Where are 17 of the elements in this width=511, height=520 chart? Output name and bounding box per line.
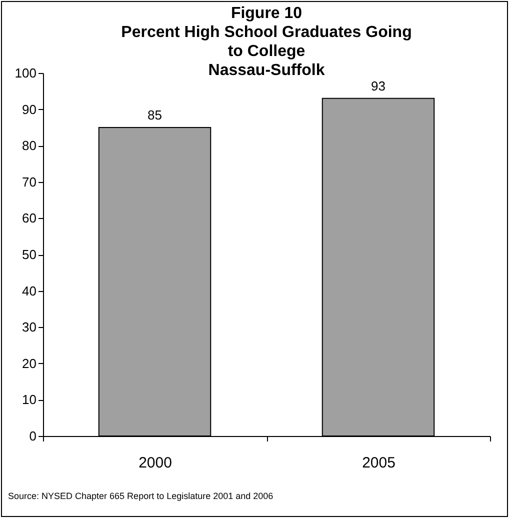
y-tick-label: 10	[22, 392, 36, 408]
x-tick-label: 2005	[362, 454, 396, 472]
y-tick-label: 60	[22, 210, 36, 226]
y-tick-label: 0	[29, 428, 36, 444]
x-tick-label: 2000	[138, 454, 172, 472]
data-label: 85	[148, 107, 162, 122]
y-tick-label: 50	[22, 247, 36, 262]
y-tick-label: 40	[22, 283, 36, 298]
y-tick-label: 70	[22, 174, 36, 190]
chart-title: Figure 10 Percent High School Graduates Going to College Nassau-Suffolk	[121, 5, 412, 79]
y-tick-label: 90	[22, 102, 36, 117]
y-tick-label: 30	[22, 320, 36, 335]
source-note: Source: NYSED Chapter 665 Report to Legislature 2001 and 2006	[8, 491, 274, 501]
y-tick-label: 20	[22, 356, 36, 371]
y-tick-label: 80	[22, 138, 36, 154]
data-label: 93	[371, 78, 386, 94]
y-tick-label: 100	[14, 66, 36, 80]
